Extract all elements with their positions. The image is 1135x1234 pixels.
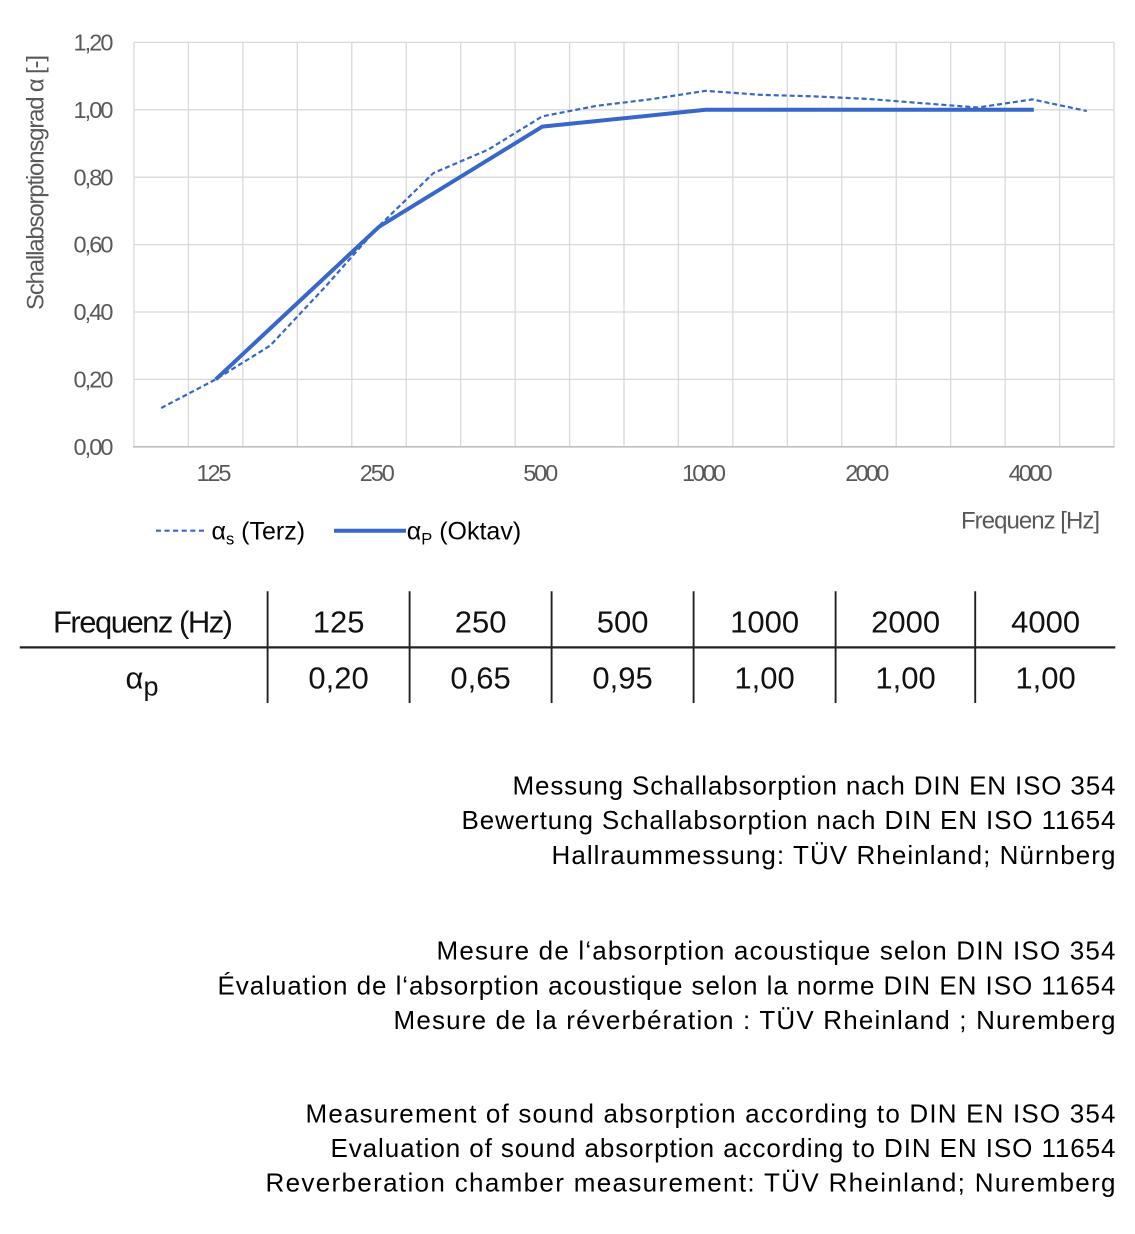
svg-text:0,00: 0,00 xyxy=(74,434,114,460)
svg-text:125: 125 xyxy=(313,604,365,639)
svg-text:Messung Schallabsorption nach: Messung Schallabsorption nach DIN EN ISO… xyxy=(513,771,1116,801)
svg-text:500: 500 xyxy=(523,460,558,486)
svg-text:1000: 1000 xyxy=(730,604,799,639)
svg-text:250: 250 xyxy=(360,460,395,486)
svg-text:Measurement of sound absorptio: Measurement of sound absorption accordin… xyxy=(306,1098,1116,1128)
svg-text:Évaluation de l‘absorption aco: Évaluation de l‘absorption acoustique se… xyxy=(218,970,1116,1000)
svg-text:125: 125 xyxy=(197,460,232,486)
svg-text:1,00: 1,00 xyxy=(875,661,935,696)
svg-text:250: 250 xyxy=(455,604,507,639)
svg-text:4000: 4000 xyxy=(1009,460,1053,486)
svg-text:Schallabsorptionsgrad α [-]: Schallabsorptionsgrad α [-] xyxy=(23,55,50,310)
svg-text:Evaluation of sound absorption: Evaluation of sound absorption according… xyxy=(331,1133,1116,1163)
svg-text:0,40: 0,40 xyxy=(74,299,114,325)
svg-text:0,20: 0,20 xyxy=(74,367,114,393)
svg-text:500: 500 xyxy=(597,604,649,639)
svg-text:Frequenz [Hz]: Frequenz [Hz] xyxy=(961,508,1100,535)
svg-text:Reverberation chamber measurem: Reverberation chamber measurement: TÜV R… xyxy=(266,1168,1116,1198)
svg-text:Mesure de la réverbération : T: Mesure de la réverbération : TÜV Rheinla… xyxy=(394,1005,1116,1035)
svg-text:1,00: 1,00 xyxy=(1015,661,1075,696)
svg-text:Frequenz (Hz): Frequenz (Hz) xyxy=(53,604,233,639)
svg-text:0,65: 0,65 xyxy=(450,661,510,696)
svg-text:1,20: 1,20 xyxy=(74,30,114,56)
svg-text:0,80: 0,80 xyxy=(74,164,114,190)
svg-text:αs (Terz): αs (Terz) xyxy=(212,518,306,549)
svg-text:1,00: 1,00 xyxy=(74,97,114,123)
svg-text:0,60: 0,60 xyxy=(74,232,114,258)
svg-text:1000: 1000 xyxy=(682,460,726,486)
svg-text:0,20: 0,20 xyxy=(308,661,368,696)
svg-text:1,00: 1,00 xyxy=(734,661,794,696)
svg-text:Hallraummessung: TÜV Rheinland: Hallraummessung: TÜV Rheinland; Nürnberg xyxy=(552,840,1116,870)
svg-text:2000: 2000 xyxy=(871,604,940,639)
svg-text:Bewertung Schallabsorption nac: Bewertung Schallabsorption nach DIN EN I… xyxy=(462,805,1116,835)
svg-text:0,95: 0,95 xyxy=(592,661,652,696)
svg-text:4000: 4000 xyxy=(1011,604,1080,639)
svg-text:Mesure de l‘absorption acousti: Mesure de l‘absorption acoustique selon … xyxy=(437,936,1116,966)
svg-text:2000: 2000 xyxy=(845,460,889,486)
